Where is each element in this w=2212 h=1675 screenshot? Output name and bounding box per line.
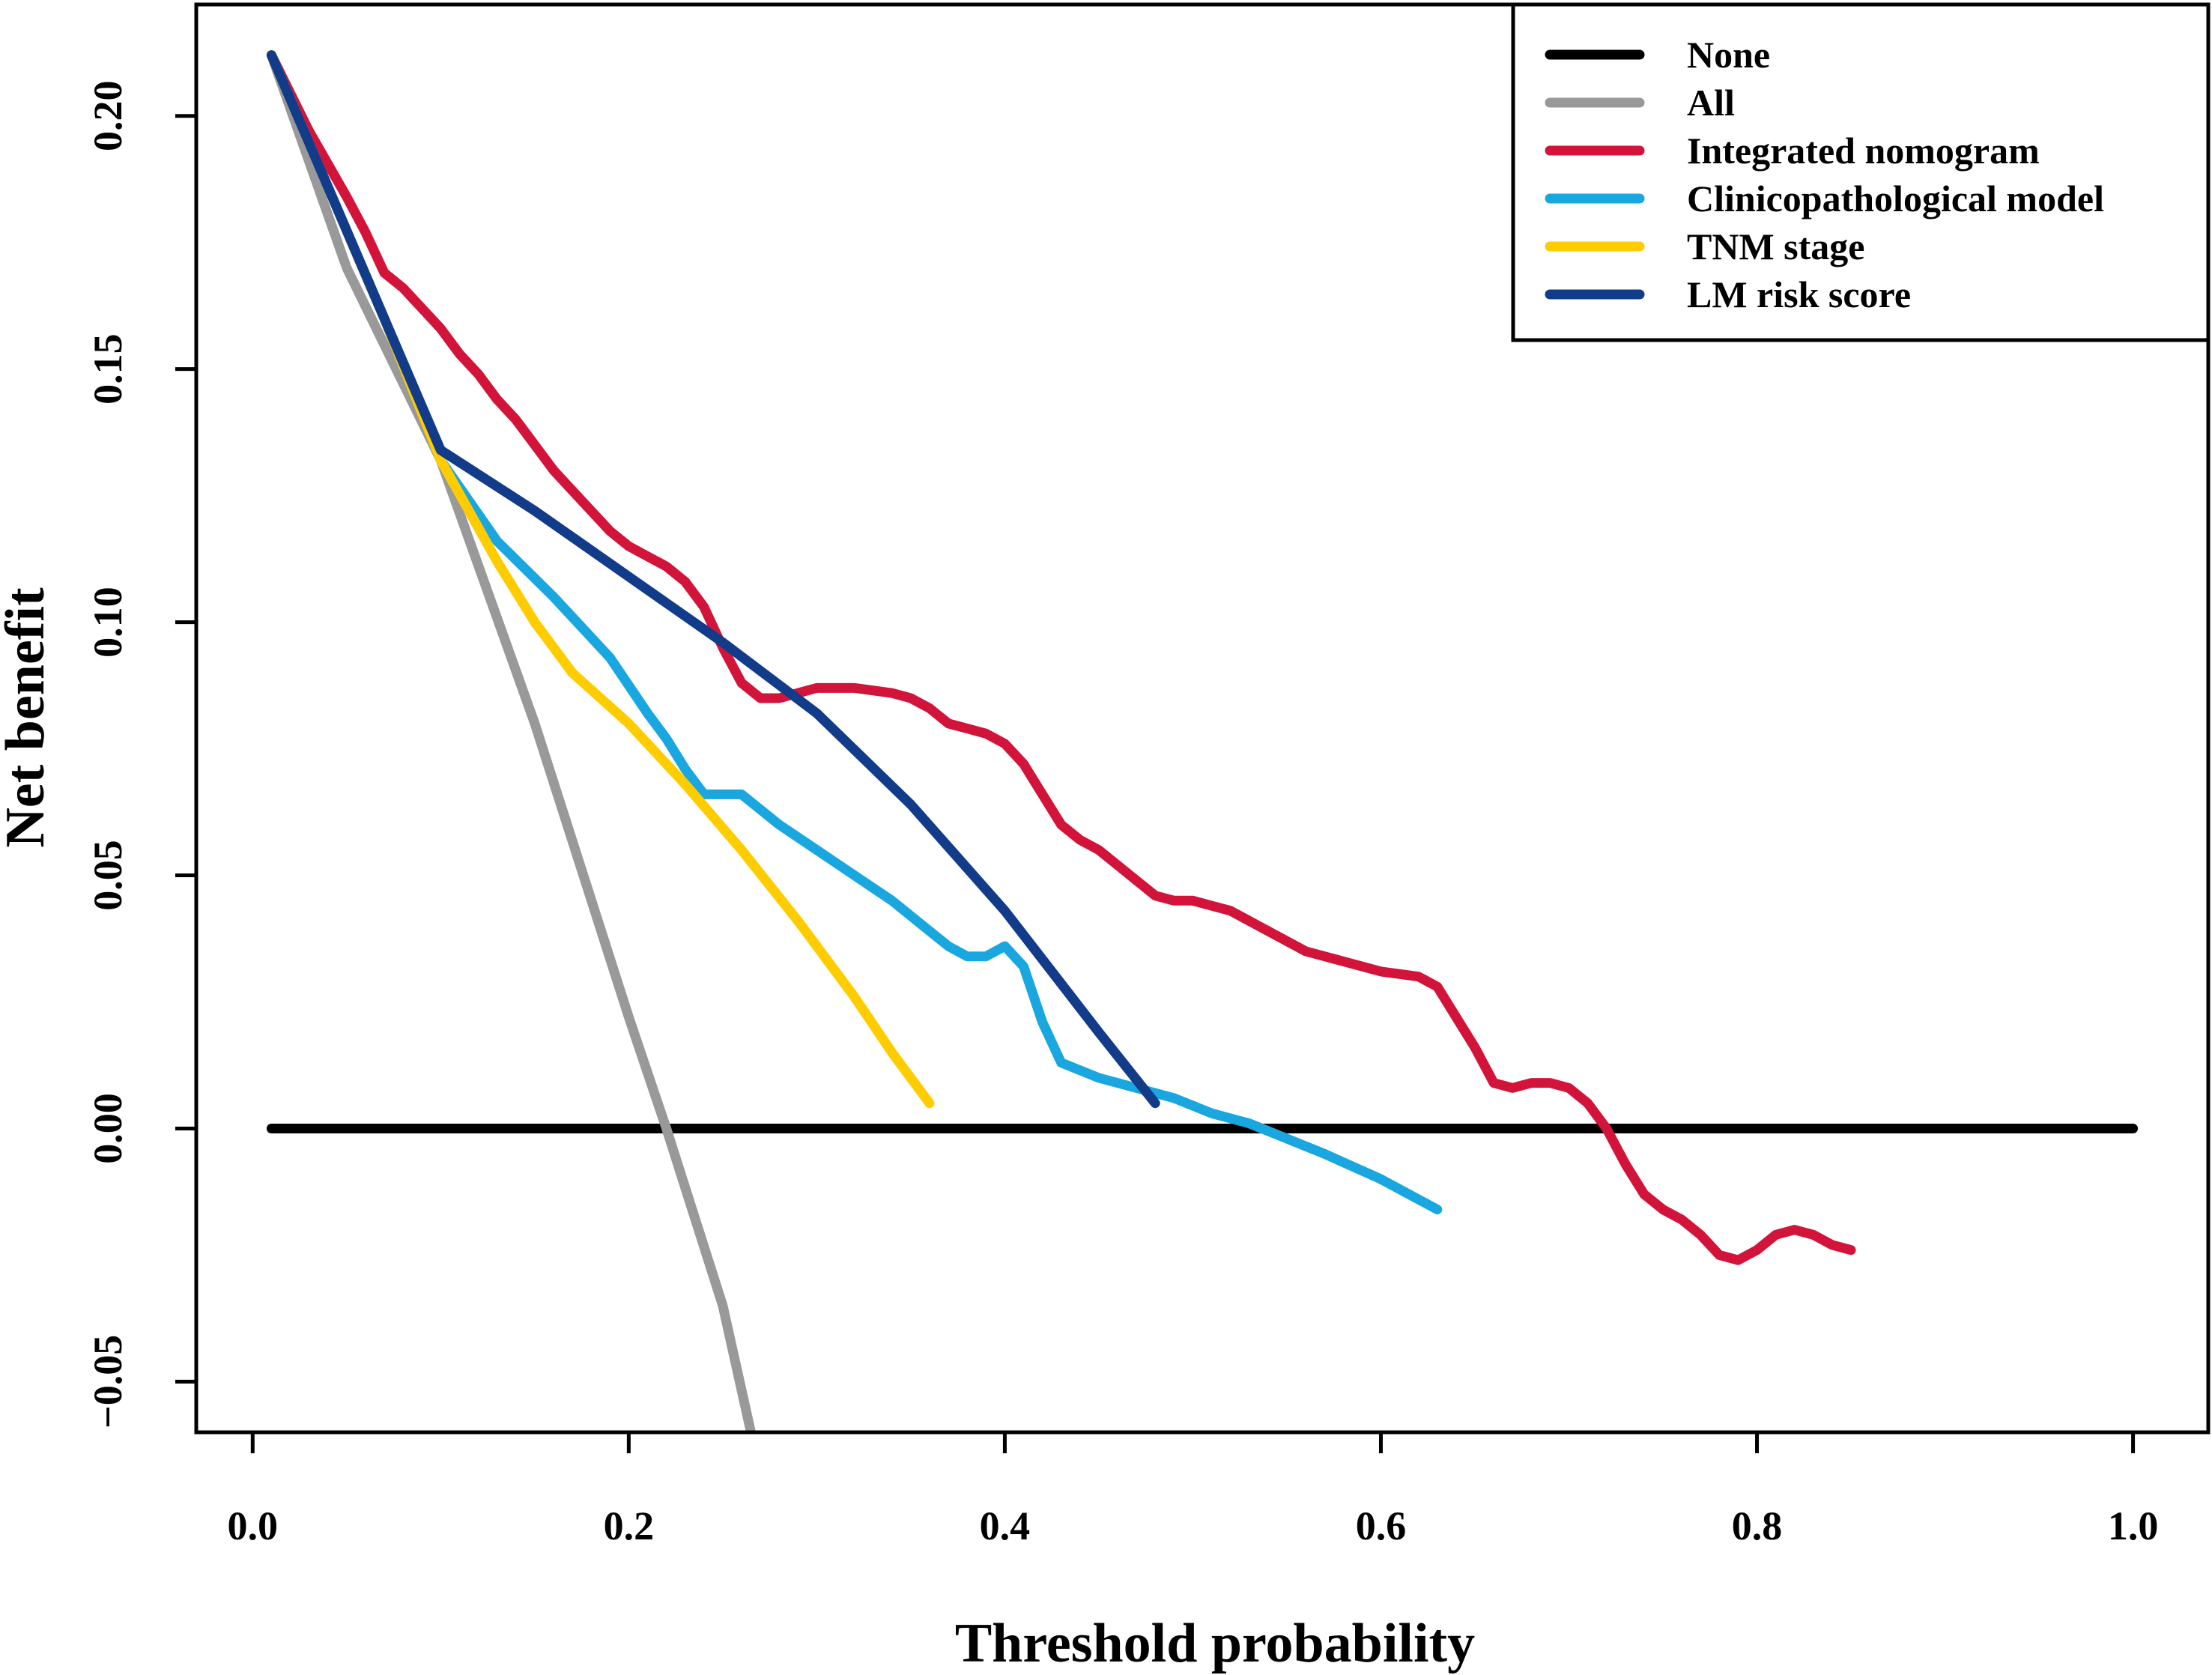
x-tick-label: 0.0	[228, 1503, 279, 1548]
legend-label-none: None	[1687, 34, 1770, 76]
y-tick-label: 0.15	[85, 333, 130, 405]
y-tick-label: 0.00	[85, 1093, 130, 1164]
series-line-tnm-stage	[266, 50, 935, 1109]
x-axis-title: Threshold probability	[955, 1613, 1475, 1674]
y-tick-label: 0.20	[85, 80, 130, 151]
y-tick-label: 0.10	[85, 587, 130, 658]
legend-label-lm-risk-score: LM risk score	[1687, 273, 1911, 315]
x-tick-label: 0.6	[1356, 1503, 1407, 1548]
x-tick-label: 0.8	[1732, 1503, 1783, 1548]
x-tick-label: 1.0	[2108, 1503, 2159, 1548]
y-axis-title: Net benefit	[0, 587, 56, 848]
legend-label-clinicopathological-model: Clinicopathological model	[1687, 178, 2104, 219]
x-tick-label: 0.4	[980, 1503, 1031, 1548]
x-tick-label: 0.2	[604, 1503, 655, 1548]
legend: None All Integrated nomogram Clinicopatholo…	[1511, 2, 2211, 342]
legend-box	[1511, 2, 2211, 342]
legend-label-all: All	[1687, 82, 1735, 124]
series-line-clinicopathological-model	[266, 50, 1443, 1215]
series-line-integrated-nomogram	[266, 50, 1856, 1265]
series-line-all	[266, 50, 756, 1432]
legend-label-tnm-stage: TNM stage	[1687, 225, 1864, 267]
y-tick-label: −0.05	[85, 1335, 130, 1429]
series-line-lm-risk-score	[266, 50, 1160, 1109]
legend-label-integrated-nomogram: Integrated nomogram	[1687, 130, 2040, 172]
y-tick-label: 0.05	[85, 840, 130, 911]
